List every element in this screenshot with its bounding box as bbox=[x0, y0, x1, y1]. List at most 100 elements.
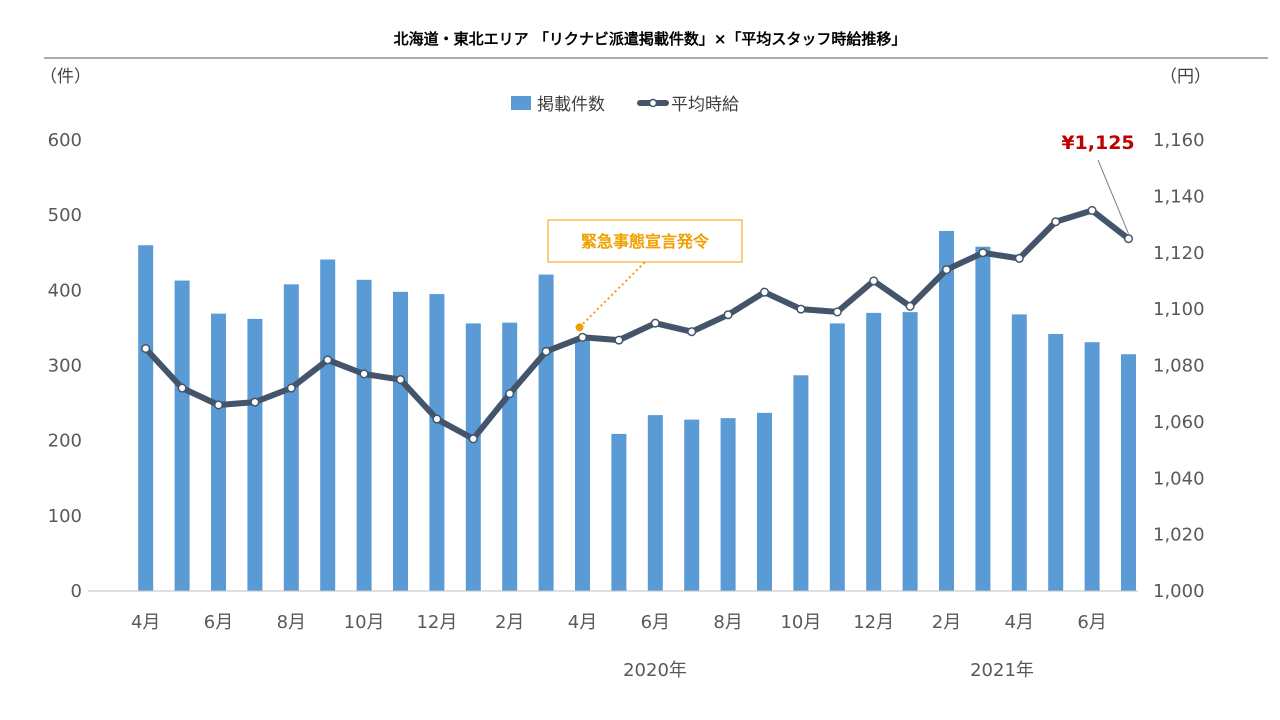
bar bbox=[611, 433, 627, 591]
chart-title: 北海道・東北エリア 「リクナビ派遣掲載件数」×「平均スタッフ時給推移」 bbox=[394, 30, 907, 48]
wage-point bbox=[1123, 234, 1134, 244]
bar bbox=[356, 279, 372, 591]
emergency-callout-leader bbox=[578, 261, 646, 329]
bar bbox=[757, 412, 772, 591]
wage-point bbox=[687, 327, 697, 337]
bar bbox=[684, 419, 700, 591]
wage-point bbox=[1051, 217, 1061, 227]
x-tick-label: 4月 bbox=[1005, 612, 1034, 633]
x-tick-label: 6月 bbox=[641, 612, 670, 633]
bar bbox=[429, 294, 445, 591]
bar bbox=[1084, 342, 1100, 591]
right-axis-unit: （円） bbox=[1160, 67, 1211, 87]
bar bbox=[320, 259, 336, 591]
legend-line-marker bbox=[648, 98, 658, 108]
bar bbox=[502, 322, 518, 591]
wage-point bbox=[250, 397, 260, 407]
left-axis: 0 100 200 300 400 500 600 bbox=[48, 130, 82, 602]
wage-point bbox=[323, 355, 333, 365]
bar bbox=[720, 418, 736, 591]
wage-point bbox=[941, 265, 952, 275]
wage-point bbox=[796, 304, 806, 314]
bar bbox=[138, 245, 154, 591]
wage-point bbox=[577, 332, 588, 342]
emergency-callout-dot bbox=[575, 323, 584, 332]
bar bbox=[465, 323, 481, 591]
left-tick-label: 0 bbox=[71, 581, 82, 602]
bar bbox=[647, 415, 663, 591]
bar bbox=[939, 230, 954, 591]
wage-point bbox=[723, 310, 733, 320]
x-tick-label: 8月 bbox=[277, 612, 306, 633]
x-tick-label: 2月 bbox=[932, 612, 961, 633]
wage-point bbox=[905, 301, 915, 311]
bar bbox=[538, 274, 554, 591]
right-tick-label: 1,160 bbox=[1153, 130, 1205, 151]
left-tick-label: 400 bbox=[48, 280, 82, 301]
wage-point bbox=[468, 434, 478, 444]
wage-point bbox=[213, 400, 224, 410]
wage-point bbox=[177, 383, 187, 393]
bar bbox=[283, 284, 299, 591]
wage-point bbox=[614, 335, 624, 345]
legend-bar-swatch bbox=[511, 96, 531, 110]
bar bbox=[1011, 314, 1027, 591]
wage-point bbox=[1014, 253, 1024, 263]
bar bbox=[393, 291, 408, 591]
bar bbox=[829, 323, 845, 591]
wage-point bbox=[286, 383, 296, 393]
left-tick-label: 100 bbox=[48, 506, 82, 527]
right-tick-label: 1,060 bbox=[1153, 412, 1205, 433]
bar bbox=[575, 336, 590, 591]
left-tick-label: 500 bbox=[48, 205, 82, 226]
x-axis: 4月 6月 8月 10月 12月 2月 4月 6月 8月 10月 12月 2月 4月 6月 bbox=[131, 612, 1107, 633]
annotations: 緊急事態宣言発令 ¥1,125 bbox=[547, 132, 1135, 332]
bar bbox=[247, 318, 263, 591]
wage-point bbox=[832, 307, 842, 317]
wage-point bbox=[432, 414, 442, 424]
left-tick-label: 600 bbox=[48, 130, 82, 151]
year-label-2020: 2020年 bbox=[623, 660, 687, 681]
wage-point bbox=[869, 276, 879, 286]
wage-point bbox=[1087, 205, 1097, 216]
wage-point bbox=[541, 346, 551, 356]
bar bbox=[1121, 354, 1136, 591]
emergency-callout-box bbox=[547, 219, 743, 263]
wage-point bbox=[759, 287, 770, 297]
right-tick-label: 1,000 bbox=[1153, 581, 1205, 602]
wage-point bbox=[650, 318, 660, 328]
x-tick-label: 2月 bbox=[495, 612, 524, 633]
wage-point bbox=[359, 369, 369, 379]
left-axis-unit: （件） bbox=[40, 67, 91, 87]
x-tick-label: 8月 bbox=[713, 612, 742, 633]
right-tick-label: 1,020 bbox=[1153, 525, 1205, 546]
bar bbox=[174, 280, 190, 591]
bar bbox=[866, 312, 882, 591]
wage-line-path bbox=[142, 207, 1132, 442]
right-tick-label: 1,040 bbox=[1153, 468, 1205, 489]
right-tick-label: 1,140 bbox=[1153, 186, 1205, 207]
last-value-label: ¥1,125 bbox=[1061, 132, 1134, 154]
right-tick-label: 1,100 bbox=[1153, 299, 1205, 320]
last-value-leader bbox=[1097, 159, 1129, 234]
legend-item-listings: 掲載件数 bbox=[537, 95, 605, 115]
year-label-2021: 2021年 bbox=[970, 660, 1034, 681]
wage-point bbox=[395, 375, 406, 385]
emergency-callout-label: 緊急事態宣言発令 bbox=[581, 232, 710, 251]
left-tick-label: 300 bbox=[48, 356, 82, 377]
right-axis: 1,000 1,020 1,040 1,060 1,080 1,100 1,120 1,140… bbox=[1153, 130, 1205, 602]
x-tick-label: 6月 bbox=[1077, 612, 1106, 633]
left-tick-label: 200 bbox=[48, 431, 82, 452]
bar bbox=[211, 313, 226, 591]
legend-item-wage: 平均時給 bbox=[671, 95, 739, 115]
bar bbox=[902, 312, 918, 591]
bar bbox=[793, 375, 809, 591]
bar bbox=[975, 246, 991, 591]
legend: 掲載件数 平均時給 bbox=[511, 95, 739, 115]
x-tick-label: 10月 bbox=[344, 612, 385, 633]
x-tick-label: 4月 bbox=[131, 612, 160, 633]
x-tick-label: 12月 bbox=[416, 612, 457, 633]
right-tick-label: 1,120 bbox=[1153, 243, 1205, 264]
wage-point bbox=[141, 344, 151, 354]
